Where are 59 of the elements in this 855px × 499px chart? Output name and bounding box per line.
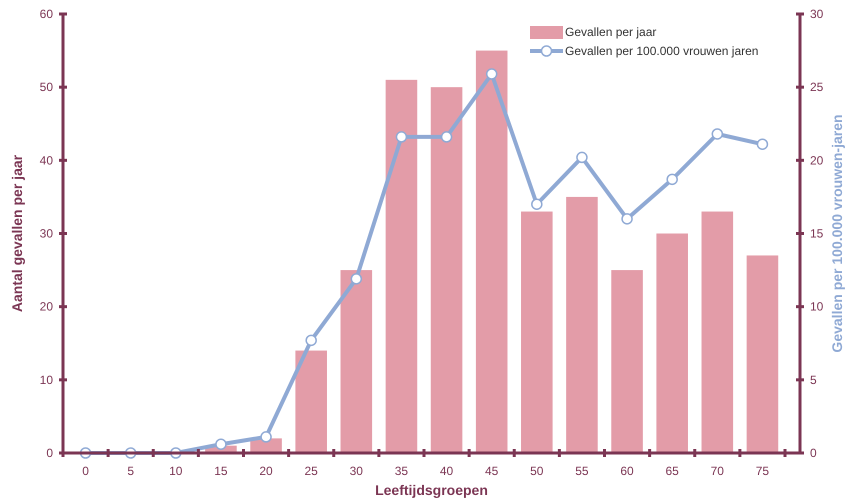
- x-tick-label: 45: [485, 464, 499, 478]
- x-tick-label: 0: [82, 464, 90, 478]
- y-tick-label: 50: [40, 80, 54, 94]
- legend-label: Gevallen per 100.000 vrouwen jaren: [565, 44, 758, 58]
- y-tick-label: 20: [40, 300, 54, 314]
- point: [576, 152, 588, 164]
- x-tick-label: 15: [214, 464, 228, 478]
- y2-tick-label: 5: [810, 372, 817, 387]
- point: [712, 128, 724, 140]
- bar: [521, 212, 553, 453]
- point: [305, 334, 317, 346]
- y-tick-label: 40: [40, 153, 54, 168]
- bar: [702, 212, 734, 453]
- point: [260, 431, 272, 443]
- y-tick-label: 10: [40, 372, 54, 387]
- y-tick-label: 30: [40, 226, 54, 240]
- x-tick-label: 55: [575, 464, 589, 478]
- legend-label: Gevallen per jaar: [565, 25, 656, 39]
- bar: [295, 350, 327, 453]
- y2-tick-label: 30: [810, 7, 824, 21]
- point: [396, 131, 408, 143]
- y2-tick-label: 0: [810, 446, 817, 460]
- y-axis-title: Aantal gevallen per jaar: [9, 154, 25, 312]
- x-tick-label: 25: [304, 464, 318, 478]
- point: [666, 174, 678, 186]
- bar: [386, 80, 418, 453]
- bar: [430, 87, 462, 453]
- bar: [476, 50, 508, 453]
- y-tick-label: 60: [40, 7, 54, 21]
- x-tick-label: 5: [127, 464, 134, 478]
- x-tick-label: 70: [710, 464, 724, 478]
- y2-axis-title: Gevallen per 100.000 vrouwen-jaren: [829, 114, 845, 353]
- y-tick-label: 0: [46, 446, 54, 460]
- bar: [656, 234, 688, 453]
- point: [531, 198, 543, 210]
- x-tick-label: 65: [666, 464, 680, 478]
- point: [756, 138, 768, 150]
- y2-tick-label: 15: [810, 226, 824, 240]
- x-axis-title: Leeftijdsgroepen: [375, 482, 488, 498]
- bar: [746, 255, 778, 453]
- x-tick-label: 60: [620, 464, 634, 478]
- point: [486, 68, 498, 80]
- bar: [611, 270, 643, 453]
- point: [215, 438, 227, 450]
- point: [440, 131, 452, 143]
- x-tick-label: 30: [350, 464, 364, 478]
- point: [621, 213, 633, 225]
- x-tick-label: 40: [440, 464, 454, 478]
- point: [350, 273, 362, 285]
- y2-tick-label: 25: [810, 80, 824, 94]
- x-tick-label: 10: [169, 464, 183, 478]
- x-tick-label: 35: [394, 464, 408, 478]
- y2-tick-label: 10: [810, 300, 824, 314]
- bar: [566, 196, 598, 453]
- x-tick-label: 50: [530, 464, 544, 478]
- x-tick-label: 20: [259, 464, 274, 478]
- x-tick-label: 75: [756, 464, 770, 478]
- y2-tick-label: 20: [810, 153, 824, 168]
- bar: [340, 270, 372, 453]
